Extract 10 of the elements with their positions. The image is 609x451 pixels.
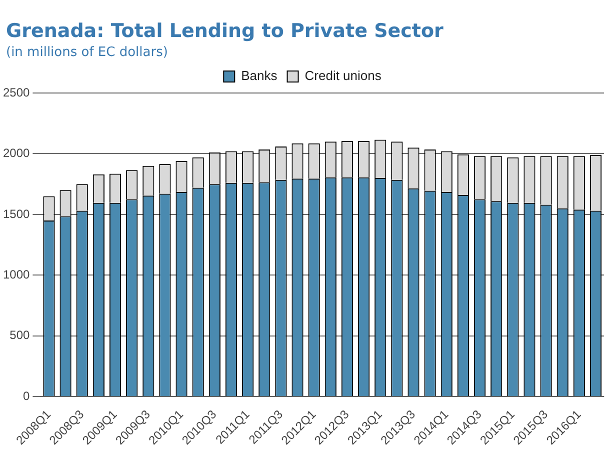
y-tick-label: 0: [23, 388, 30, 403]
legend-label: Banks: [241, 68, 278, 84]
chart-title: Grenada: Total Lending to Private Sector: [6, 20, 444, 42]
chart-subtitle: (in millions of EC dollars): [6, 45, 168, 60]
y-tick-label: 1500: [2, 206, 30, 221]
y-tick-label: 2000: [2, 146, 30, 160]
y-tick-label: 500: [10, 328, 30, 342]
y-tick-label: 2500: [2, 85, 30, 100]
y-tick-label: 1000: [2, 267, 30, 282]
legend-label: Credit unions: [304, 68, 382, 84]
